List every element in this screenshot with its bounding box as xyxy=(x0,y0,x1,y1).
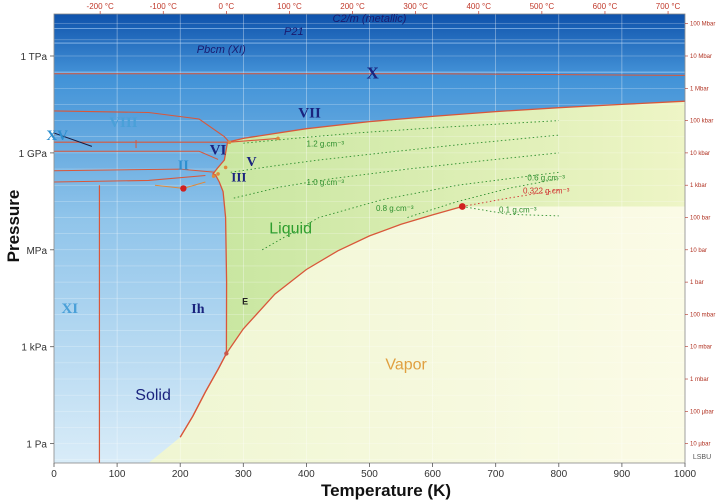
isochores xyxy=(230,120,559,251)
right-tick-label: 10 bar xyxy=(690,248,707,254)
pressure-tick-label: 1 Pa xyxy=(26,440,47,451)
phase-label: V xyxy=(246,155,256,170)
right-tick-label: 100 µbar xyxy=(690,409,714,415)
sublimation-curve xyxy=(179,353,227,438)
celsius-tick-label: 700 °C xyxy=(656,2,681,11)
phase-label: III xyxy=(231,169,246,184)
isochore-line xyxy=(243,120,559,144)
density-label: 1.0 g.cm⁻³ xyxy=(307,178,345,187)
right-tick-label: 100 mbar xyxy=(690,312,715,318)
right-tick-label: 100 Mbar xyxy=(690,22,715,28)
critical-point xyxy=(458,203,466,210)
celsius-tick-label: 600 °C xyxy=(593,2,618,11)
band-label: Pbcm (XI) xyxy=(197,44,246,56)
ih-ii-boundary xyxy=(54,174,206,183)
credit-text: LSBU xyxy=(693,454,711,461)
celsius-tick-label: -200 °C xyxy=(87,2,114,11)
right-tick-label: 1 bar xyxy=(690,280,704,286)
isochore-line xyxy=(462,206,559,217)
left-pressure-ticks: 1 TPa 1 GPa MPa 1 kPa 1 Pa xyxy=(19,52,54,451)
phase-label: VI xyxy=(210,143,227,159)
region-label: Vapor xyxy=(385,356,427,373)
phase-label: X xyxy=(367,64,380,83)
x-tick-label: 300 xyxy=(235,469,252,480)
x-tick-label: 800 xyxy=(550,469,567,480)
celsius-tick-label: -100 °C xyxy=(150,2,177,11)
special-point xyxy=(224,351,229,356)
right-tick-label: 10 Mbar xyxy=(690,54,712,60)
right-tick-label: 100 kbar xyxy=(690,119,713,125)
celsius-tick-label: 400 °C xyxy=(466,2,491,11)
density-label: 1.2 g.cm⁻³ xyxy=(307,139,345,148)
vapor-region xyxy=(148,206,685,463)
band-label: C2/m (metallic) xyxy=(333,13,407,25)
phase-boundaries xyxy=(54,73,685,463)
pressure-tick-label: MPa xyxy=(26,246,47,257)
density-label: 0.1 g.cm⁻³ xyxy=(499,206,537,215)
triple-point xyxy=(276,136,280,141)
right-tick-label: 10 kbar xyxy=(690,151,710,157)
triple-point xyxy=(227,140,232,145)
x-tick-label: 1000 xyxy=(674,469,697,480)
right-tick-label: 10 µbar xyxy=(690,442,710,448)
xv-pointer xyxy=(54,132,93,147)
x-tick-label: 0 xyxy=(51,469,57,480)
phase-label: VII xyxy=(298,105,321,121)
density-label: 0.8 g.cm⁻³ xyxy=(376,204,414,213)
celsius-ticks: -200 °C -100 °C 0 °C 100 °C 200 °C 300 °C 400 … xyxy=(87,2,681,14)
region-label: Liquid xyxy=(269,221,312,238)
phase-label: VIII xyxy=(109,115,138,131)
right-tick-label: 1 kbar xyxy=(690,183,707,189)
viii-vii-boundary xyxy=(54,110,230,143)
xv-vi-boundary xyxy=(54,150,219,160)
celsius-tick-label: 200 °C xyxy=(340,2,365,11)
phase-label: II xyxy=(178,159,189,174)
isochore-line xyxy=(462,189,559,207)
region-label: E xyxy=(242,297,248,307)
right-tick-label: 100 bar xyxy=(690,216,710,222)
x-tick-label: 600 xyxy=(424,469,441,480)
region-label: Solid xyxy=(135,387,171,404)
pressure-tick-label: 1 TPa xyxy=(21,52,48,63)
x-tick-label: 100 xyxy=(109,469,126,480)
right-tick-label: 1 Mbar xyxy=(690,86,709,92)
special-point xyxy=(180,185,187,192)
liquid-region xyxy=(213,101,685,354)
ii-ix-boundary xyxy=(54,168,215,173)
phase-label: XV xyxy=(46,128,68,144)
band-label: P21 xyxy=(284,26,304,38)
isochore-line xyxy=(233,152,559,199)
vii-x-boundary xyxy=(54,73,685,76)
x-tick-label: 200 xyxy=(172,469,189,480)
x-tick-label: 700 xyxy=(487,469,504,480)
phase-label: Ih xyxy=(191,302,204,317)
density-label: 0.322 g.cm⁻³ xyxy=(523,186,570,195)
celsius-tick-label: 100 °C xyxy=(277,2,302,11)
celsius-tick-label: 300 °C xyxy=(403,2,428,11)
y-axis-label: Pressure xyxy=(4,190,23,263)
triple-point xyxy=(216,172,220,176)
triple-point xyxy=(211,174,216,178)
phase-label: XI xyxy=(61,301,78,317)
celsius-tick-label: 0 °C xyxy=(219,2,235,11)
grid xyxy=(54,14,685,463)
right-pressure-ticks: 100 Mbar 10 Mbar 1 Mbar 100 kbar 10 kbar 1 kb… xyxy=(685,22,715,448)
x-tick-label: 900 xyxy=(614,469,631,480)
triple-point xyxy=(223,165,228,170)
x-tick-label: 400 xyxy=(298,469,315,480)
x-tick-label: 500 xyxy=(361,469,378,480)
x-axis-label: Temperature (K) xyxy=(321,481,451,500)
right-tick-label: 10 mbar xyxy=(690,345,712,351)
isochore-line xyxy=(230,134,559,173)
density-label: 0.6 g.cm⁻³ xyxy=(527,173,565,182)
pressure-tick-label: 1 kPa xyxy=(21,343,47,354)
celsius-tick-label: 500 °C xyxy=(530,2,555,11)
pressure-tick-label: 1 GPa xyxy=(19,149,48,160)
right-tick-label: 1 mbar xyxy=(690,377,709,383)
x-axis-ticks: 0 100 200 300 400 500 600 700 800 900 1000 xyxy=(51,463,697,480)
